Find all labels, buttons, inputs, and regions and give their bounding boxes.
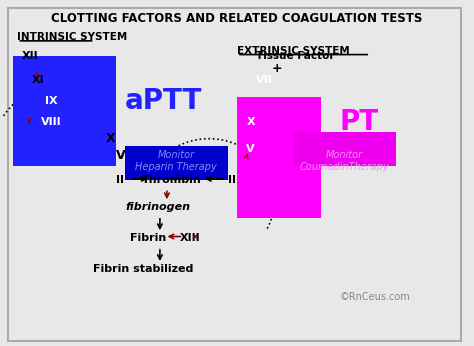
- Text: VII: VII: [255, 75, 272, 85]
- Text: Monitor
Heparin Therapy: Monitor Heparin Therapy: [136, 150, 217, 172]
- Text: EXTRINSIC SYSTEM: EXTRINSIC SYSTEM: [237, 46, 350, 56]
- Text: Fibrin: Fibrin: [130, 233, 166, 243]
- FancyBboxPatch shape: [293, 132, 396, 166]
- Text: Thrombin: Thrombin: [142, 175, 201, 185]
- Text: +: +: [272, 62, 283, 75]
- Text: ©RnCeus.com: ©RnCeus.com: [340, 292, 410, 302]
- Text: fibrinogen: fibrinogen: [125, 202, 190, 212]
- Text: PT: PT: [340, 108, 379, 136]
- Text: II: II: [116, 175, 124, 185]
- Text: V: V: [246, 144, 255, 154]
- FancyBboxPatch shape: [13, 56, 116, 166]
- Text: X: X: [246, 117, 255, 127]
- Text: CLOTTING FACTORS AND RELATED COAGULATION TESTS: CLOTTING FACTORS AND RELATED COAGULATION…: [51, 12, 423, 25]
- Text: X: X: [106, 132, 116, 145]
- Text: aPTT: aPTT: [125, 87, 202, 115]
- Text: V: V: [116, 149, 125, 162]
- Text: XII: XII: [22, 51, 39, 61]
- Text: II: II: [228, 175, 237, 185]
- FancyBboxPatch shape: [125, 146, 228, 180]
- Text: Monitor
CoumadinTherapy: Monitor CoumadinTherapy: [300, 150, 389, 172]
- Text: XIII: XIII: [180, 233, 201, 243]
- Text: IX: IX: [46, 96, 58, 106]
- Text: XI: XI: [31, 75, 44, 85]
- Text: VIII: VIII: [41, 117, 62, 127]
- Text: INTRINSIC SYSTEM: INTRINSIC SYSTEM: [18, 32, 128, 42]
- Text: Tissue Factor: Tissue Factor: [255, 51, 334, 61]
- Text: Fibrin stabilized: Fibrin stabilized: [93, 264, 194, 274]
- FancyBboxPatch shape: [237, 98, 321, 218]
